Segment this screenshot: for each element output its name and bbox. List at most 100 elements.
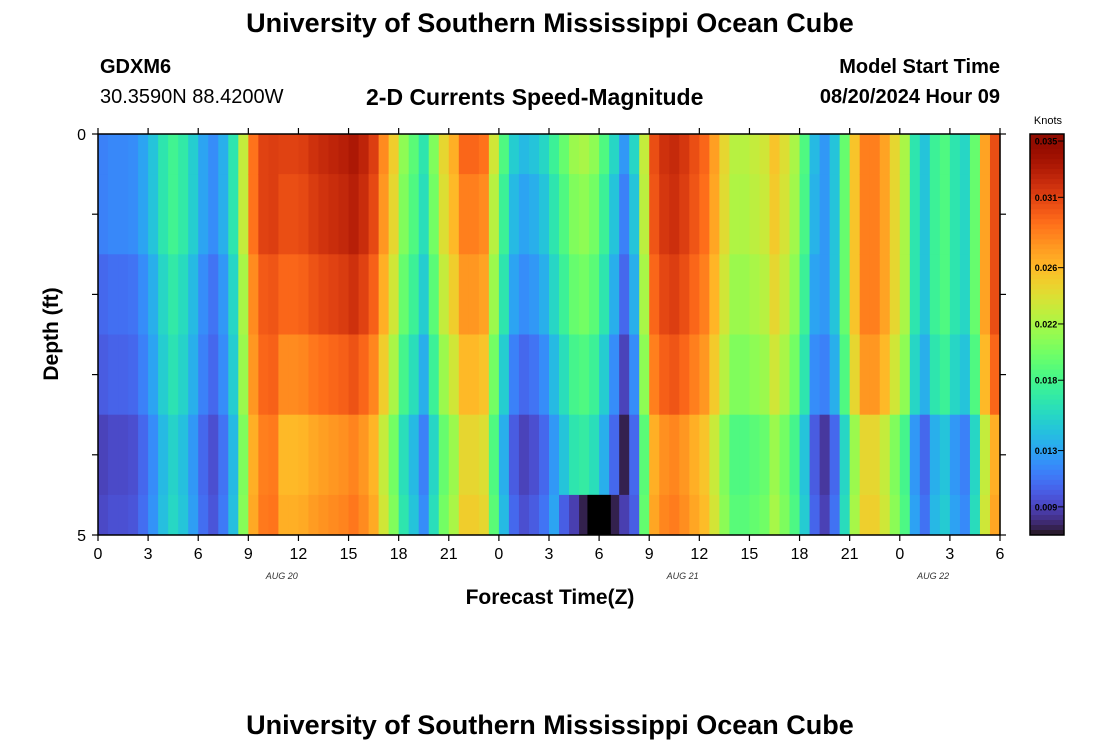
heatmap-cell	[388, 254, 400, 336]
colorbar-tick-label: 0.026	[1035, 263, 1058, 273]
heatmap-cell	[829, 414, 841, 496]
heatmap-cell	[528, 134, 540, 175]
colorbar-tick-label: 0.013	[1035, 446, 1058, 456]
heatmap-cell	[288, 494, 300, 535]
heatmap-cell	[919, 494, 931, 535]
heatmap-cell	[929, 254, 941, 336]
heatmap-cell	[619, 414, 630, 496]
heatmap-cell	[799, 174, 811, 255]
heatmap-cell	[789, 334, 801, 416]
heatmap-cell	[368, 494, 380, 535]
colorbar-swatch	[1030, 499, 1064, 506]
x-tick-label: 0	[895, 546, 904, 563]
heatmap-cell	[288, 134, 300, 175]
heatmap-cell	[599, 334, 610, 416]
heatmap-cell	[909, 174, 921, 255]
heatmap-cell	[769, 254, 781, 336]
heatmap-cell	[969, 494, 981, 535]
heatmap-cell	[308, 494, 320, 535]
heatmap-cell	[418, 174, 430, 255]
heatmap-cell	[659, 254, 670, 336]
heatmap-cell	[428, 334, 440, 416]
heatmap-cell	[699, 134, 710, 175]
colorbar-swatch	[1030, 294, 1064, 300]
heatmap-cell	[498, 134, 510, 175]
heatmap-cell	[448, 174, 460, 255]
colorbar-swatch	[1030, 204, 1064, 210]
heatmap-cell	[158, 174, 169, 255]
heatmap-cell	[859, 134, 871, 175]
heatmap-cell	[899, 334, 911, 416]
heatmap-cell	[438, 134, 450, 175]
x-tick-label: 18	[791, 546, 809, 563]
heatmap-cell	[208, 174, 219, 255]
heatmap-cell	[538, 334, 550, 416]
heatmap-cell	[168, 414, 179, 496]
heatmap-cell	[569, 134, 580, 175]
heatmap-cell	[769, 334, 781, 416]
heatmap-cell	[869, 494, 881, 535]
heatmap-cell	[178, 174, 189, 255]
heatmap-cell	[148, 134, 159, 175]
heatmap-cell	[659, 494, 670, 535]
colorbar-swatch	[1030, 214, 1064, 220]
heatmap-cell	[328, 254, 340, 336]
y-tick-label: 5	[77, 528, 86, 545]
heatmap-cell	[118, 414, 129, 496]
heatmap-cell	[218, 414, 229, 496]
x-tick-label: 3	[945, 546, 954, 563]
heatmap-cell	[398, 334, 410, 416]
heatmap-cell	[759, 174, 771, 255]
heatmap-cell	[599, 174, 610, 255]
heatmap-cell	[338, 134, 350, 175]
x-tick-label: 6	[996, 546, 1005, 563]
heatmap-cell	[559, 254, 570, 336]
heatmap-cell	[899, 134, 911, 175]
colorbar-swatch	[1030, 504, 1064, 511]
heatmap-cell	[308, 134, 320, 175]
heatmap-cell	[138, 334, 149, 416]
heatmap-cell	[218, 254, 229, 336]
colorbar-swatch	[1030, 314, 1064, 320]
heatmap-cell	[198, 174, 209, 255]
heatmap-cell	[438, 494, 450, 535]
heatmap-cell	[549, 414, 560, 496]
heatmap-cell	[358, 254, 370, 336]
x-tick-label: 21	[841, 546, 859, 563]
heatmap-cell	[308, 334, 320, 416]
heatmap-cell	[268, 174, 279, 255]
heatmap-cell	[478, 174, 490, 255]
heatmap-cell	[609, 494, 620, 535]
heatmap-cell	[278, 494, 290, 535]
heatmap-cell	[238, 134, 249, 175]
heatmap-cell	[949, 494, 961, 535]
heatmap-cell	[448, 334, 460, 416]
heatmap-cell	[178, 494, 189, 535]
heatmap-cell	[218, 134, 229, 175]
heatmap-cell	[298, 334, 310, 416]
heatmap-cell	[699, 334, 710, 416]
heatmap-cell	[989, 414, 1001, 496]
heatmap-cell	[228, 254, 239, 336]
heatmap-cell	[148, 494, 159, 535]
heatmap-cell	[869, 334, 881, 416]
heatmap-cell	[869, 254, 881, 336]
y-axis-title: Depth (ft)	[40, 287, 63, 380]
heatmap-cell	[909, 334, 921, 416]
heatmap-cell	[278, 174, 290, 255]
main-title: University of Southern Mississippi Ocean…	[246, 8, 854, 38]
heatmap-cell	[699, 494, 710, 535]
heatmap-cell	[819, 254, 831, 336]
y-tick-label: 0	[77, 127, 86, 144]
heatmap-cell	[849, 414, 861, 496]
heatmap-cell	[789, 494, 801, 535]
heatmap-cell	[739, 334, 751, 416]
colorbar-swatch	[1030, 134, 1064, 140]
heatmap-cell	[498, 494, 510, 535]
heatmap-cell	[739, 134, 751, 175]
heatmap-cell	[418, 414, 430, 496]
colorbar-swatch	[1030, 354, 1064, 361]
heatmap-cell	[559, 414, 570, 496]
colorbar-swatch	[1030, 399, 1064, 406]
heatmap-cell	[879, 494, 891, 535]
